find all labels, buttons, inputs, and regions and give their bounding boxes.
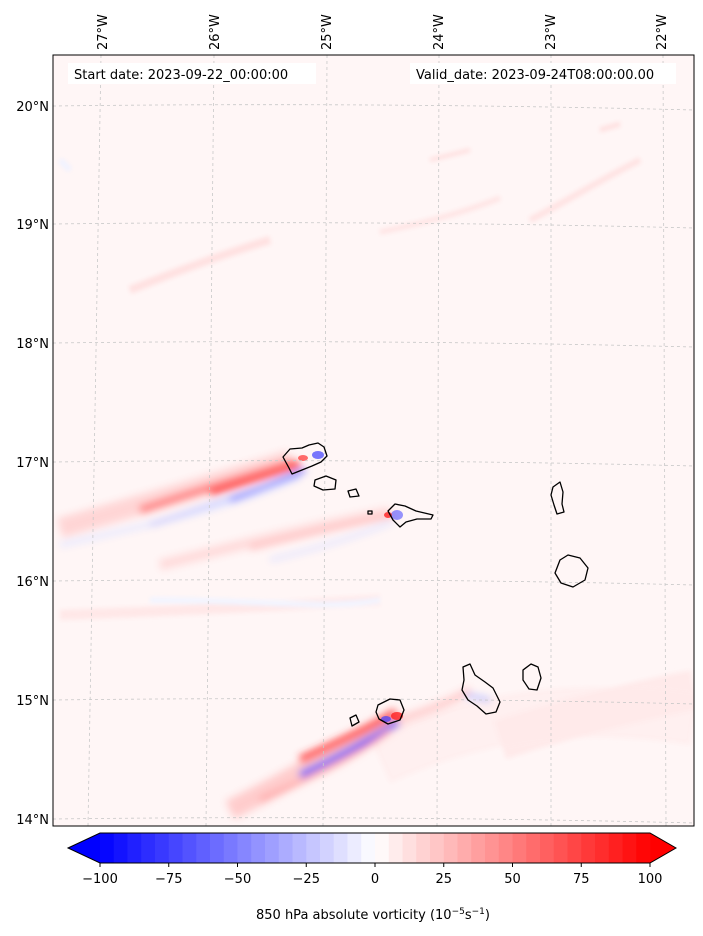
colorbar-segment [512, 833, 527, 863]
colorbar-segment [292, 833, 307, 863]
lon-label: 23°W [544, 14, 559, 50]
lat-label: 16°N [16, 575, 49, 590]
lat-label: 15°N [16, 694, 49, 709]
island-maio [522, 663, 542, 691]
island-raso [367, 510, 373, 515]
valid-date-label: Valid_date: 2023-09-24T08:00:00.00 [416, 68, 654, 83]
colorbar-segment [333, 833, 348, 863]
colorbar-segment [553, 833, 568, 863]
colorbar-tick-label: −100 [82, 872, 118, 887]
map-frame [52, 54, 695, 827]
start-date-label: Start date: 2023-09-22_00:00:00 [74, 68, 288, 83]
valid-date-box [410, 63, 676, 84]
island-santiago [461, 663, 501, 715]
colorbar-tick-label: 25 [435, 872, 452, 887]
colorbar-segment [320, 833, 335, 863]
colorbar-segment [526, 833, 541, 863]
lon-label: 22°W [655, 14, 670, 50]
colorbar-tick-labels: −100 −75 −50 −25 0 25 50 75 100 [82, 872, 662, 887]
lat-label: 18°N [16, 337, 49, 352]
island-sal [550, 481, 565, 515]
colorbar-segment [210, 833, 225, 863]
island-sao-nicolau [387, 503, 434, 528]
colorbar-segment [485, 833, 500, 863]
lon-label: 24°W [432, 14, 447, 50]
map-panel: Start date: 2023-09-22_00:00:00 Valid_da… [53, 55, 694, 826]
colorbar-segment [443, 833, 458, 863]
colorbar-segment [113, 833, 128, 863]
colorbar-segment [567, 833, 582, 863]
latitude-labels: 20°N 19°N 18°N 17°N 16°N 15°N 14°N [16, 100, 49, 828]
colorbar-segment [141, 833, 156, 863]
colorbar-segment [100, 833, 115, 863]
background-field [57, 121, 694, 783]
island-brava [349, 714, 360, 727]
colorbar-segment [540, 833, 555, 863]
colorbar-segment [375, 833, 390, 863]
colorbar-segment [608, 833, 623, 863]
start-date-box [68, 63, 316, 84]
lat-label: 19°N [16, 218, 49, 233]
island-outlines [282, 442, 589, 727]
colorbar-tick-label: −50 [224, 872, 251, 887]
colorbar: −100 −75 −50 −25 0 25 50 75 100 850 hPa … [66, 832, 678, 923]
colorbar-segments [100, 833, 651, 863]
island-santa-luzia [347, 488, 360, 498]
colorbar-ticks [99, 863, 651, 867]
colorbar-segment [402, 833, 417, 863]
island-sao-vicente [313, 475, 337, 491]
colorbar-segment [265, 833, 280, 863]
colorbar-tick-label: 100 [638, 872, 663, 887]
lat-label: 17°N [16, 456, 49, 471]
colorbar-tick-label: 0 [371, 872, 379, 887]
vorticity-streaks [57, 450, 491, 819]
island-santo-antao [282, 442, 328, 475]
graticule [53, 55, 694, 826]
vorticity-spots [298, 451, 403, 722]
lon-label: 26°W [208, 14, 223, 50]
colorbar-segment [196, 833, 211, 863]
colorbar-segment [182, 833, 197, 863]
colorbar-segment [168, 833, 183, 863]
lon-label: 27°W [96, 14, 111, 50]
colorbar-segment [636, 833, 651, 863]
island-boa-vista [554, 554, 589, 588]
colorbar-segment [237, 833, 252, 863]
colorbar-extend-high [650, 833, 676, 863]
colorbar-extend-low [68, 833, 100, 863]
island-fogo [375, 698, 405, 725]
colorbar-segment [595, 833, 610, 863]
colorbar-title: 850 hPa absolute vorticity (10−5s−1) [256, 907, 490, 923]
colorbar-segment [223, 833, 238, 863]
colorbar-segment [430, 833, 445, 863]
lat-label: 20°N [16, 100, 49, 115]
colorbar-tick-label: −25 [293, 872, 320, 887]
colorbar-segment [581, 833, 596, 863]
longitude-labels: 27°W 26°W 25°W 24°W 23°W 22°W [96, 14, 670, 50]
colorbar-segment [388, 833, 403, 863]
colorbar-segment [498, 833, 513, 863]
colorbar-segment [347, 833, 362, 863]
colorbar-segment [471, 833, 486, 863]
colorbar-tick-label: 50 [504, 872, 521, 887]
colorbar-tick-label: 75 [573, 872, 590, 887]
colorbar-segment [416, 833, 431, 863]
colorbar-segment [622, 833, 637, 863]
colorbar-tick-label: −75 [155, 872, 182, 887]
lon-label: 25°W [320, 14, 335, 50]
colorbar-segment [457, 833, 472, 863]
colorbar-segment [251, 833, 266, 863]
colorbar-segment [278, 833, 293, 863]
colorbar-segment [361, 833, 376, 863]
colorbar-segment [127, 833, 142, 863]
colorbar-segment [155, 833, 170, 863]
colorbar-segment [306, 833, 321, 863]
lat-label: 14°N [16, 813, 49, 828]
